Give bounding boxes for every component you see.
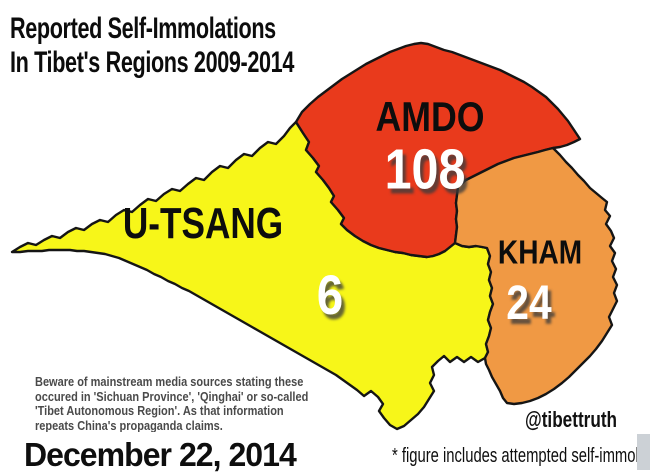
footer-bar: December 22, 2014 * figure includes atte… <box>0 432 650 476</box>
title-line-2: In Tibet's Regions 2009-2014 <box>10 46 294 79</box>
value-utsang: 6 <box>316 263 344 326</box>
page-title: Reported Self-Immolations In Tibet's Reg… <box>10 12 294 80</box>
corner-artifact <box>637 434 650 470</box>
disclaimer-line-3: 'Tibet Autonomous Region'. As that infor… <box>35 404 284 418</box>
label-utsang: U-TSANG <box>122 199 284 248</box>
region-kham-shape <box>453 146 619 406</box>
disclaimer-line-4: repeats China's propaganda claims. <box>35 418 223 433</box>
value-kham: 24 <box>506 277 552 330</box>
title-line-1: Reported Self-Immolations <box>10 12 276 45</box>
footer-note: * figure includes attempted self-immolat… <box>392 445 650 467</box>
twitter-handle: @tibettruth <box>524 407 618 432</box>
label-amdo: AMDO <box>375 93 485 140</box>
media-disclaimer: Beware of mainstream media sources stati… <box>35 375 308 433</box>
label-kham: KHAM <box>497 233 583 271</box>
value-amdo: 108 <box>384 137 466 202</box>
disclaimer-line-1: Beware of mainstream media sources stati… <box>35 375 304 389</box>
footer-date: December 22, 2014 <box>24 436 297 473</box>
disclaimer-line-2: occured in 'Sichuan Province', 'Qinghai'… <box>35 389 309 404</box>
